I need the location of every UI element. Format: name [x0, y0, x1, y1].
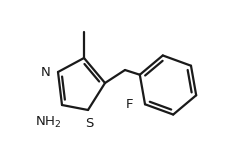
Text: N: N	[41, 66, 51, 78]
Text: S: S	[85, 117, 93, 130]
Text: NH$_2$: NH$_2$	[35, 115, 61, 130]
Text: F: F	[126, 98, 133, 111]
